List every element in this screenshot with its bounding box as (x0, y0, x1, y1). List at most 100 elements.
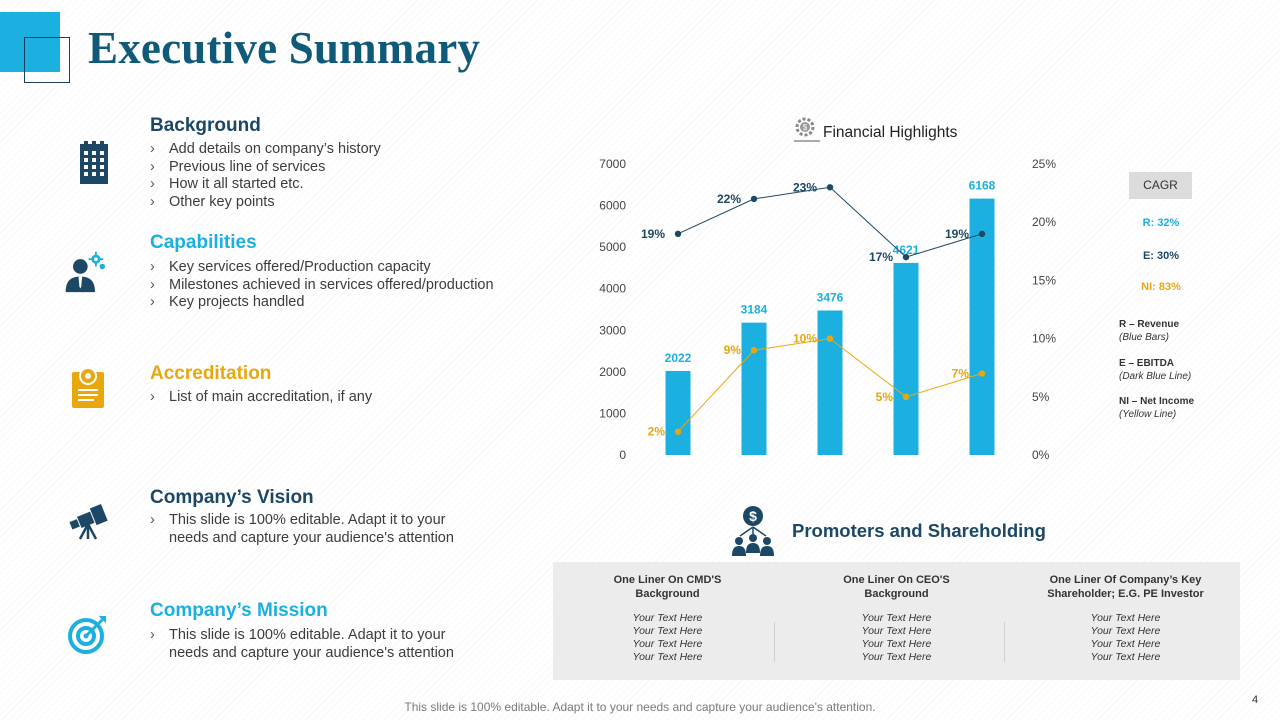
legend-label: R – Revenue (1119, 319, 1180, 330)
column-divider (774, 622, 775, 662)
revenue-bar (969, 198, 995, 455)
title-accent-square (0, 12, 60, 72)
text-line: Your Text Here (632, 651, 703, 663)
ebitda-data-label: 23% (793, 180, 817, 194)
cagr-ebitda: E: 30% (1142, 250, 1180, 262)
y-tick-label: 0 (619, 448, 626, 462)
certificate-icon (72, 367, 104, 408)
y-tick-label: 7000 (599, 157, 626, 171)
list-item: List of main accreditation, if any (150, 389, 372, 407)
text-line: Your Text Here (1090, 638, 1161, 650)
net-income-point (826, 335, 834, 342)
net-income-point (750, 347, 758, 354)
ebitda-point (978, 230, 986, 238)
y-tick-label: 1000 (599, 406, 626, 420)
text-line: Your Text Here (861, 612, 932, 624)
text-line: Your Text Here (1090, 625, 1161, 637)
revenue-data-label: 3184 (741, 303, 768, 317)
financial-highlights-title: Financial Highlights (823, 124, 958, 141)
title-accent-outline (24, 37, 70, 83)
svg-text:$: $ (803, 123, 808, 132)
y-tick-label: 6000 (599, 199, 626, 213)
column-lines: Your Text Here Your Text Here Your Text … (553, 612, 782, 664)
text-line: Your Text Here (861, 625, 932, 637)
text-line: Your Text Here (632, 638, 703, 650)
revenue-bar (817, 310, 843, 455)
ebitda-data-label: 19% (641, 227, 665, 241)
legend-note: (Yellow Line) (1119, 409, 1177, 420)
y2-tick-label: 25% (1032, 157, 1056, 171)
y2-tick-label: 5% (1032, 390, 1050, 404)
promoter-column-cmd: One Liner On CMD'S Background Your Text … (553, 562, 782, 664)
financial-chart: 0 1000 2000 3000 4000 5000 6000 7000 0% 5% 10% 15% 2… (599, 157, 1056, 462)
ebitda-point (674, 230, 682, 238)
text-line: Your Text Here (1090, 612, 1161, 624)
y2-tick-label: 10% (1032, 332, 1056, 346)
revenue-bar (665, 370, 691, 455)
background-list: Add details on company’s history Previou… (150, 141, 381, 211)
section-title-accreditation: Accreditation (150, 363, 272, 384)
list-item: Other key points (150, 194, 381, 212)
column-divider (1004, 622, 1005, 662)
column-heading: One Liner On CMD'S Background (613, 574, 722, 600)
legend-net-income: NI – Net Income (Yellow Line) (1119, 395, 1194, 421)
promoter-column-shareholder: One Liner Of Company’s Key Shareholder; … (1011, 562, 1240, 664)
business-person-gears-icon (65, 251, 106, 293)
legend-revenue: R – Revenue (Blue Bars) (1119, 318, 1179, 344)
capabilities-list: Key services offered/Production capacity… (150, 259, 494, 312)
section-title-vision: Company’s Vision (150, 487, 314, 508)
column-lines: Your Text Here Your Text Here Your Text … (782, 612, 1011, 664)
cagr-net-income: NI: 83% (1141, 281, 1181, 293)
net-income-data-label: 10% (793, 332, 817, 346)
ebitda-point (826, 184, 834, 191)
y2-tick-label: 0% (1032, 448, 1050, 462)
revenue-data-label: 6168 (969, 179, 996, 193)
legend-label: NI – Net Income (1119, 396, 1195, 407)
legend-label: E – EBITDA (1119, 358, 1175, 369)
accreditation-list: List of main accreditation, if any (150, 389, 372, 407)
revenue-data-label: 4621 (893, 243, 920, 257)
ebitda-data-label: 17% (869, 250, 893, 264)
y-tick-label: 4000 (599, 282, 626, 296)
net-income-data-label: 2% (648, 425, 666, 439)
money-gear-icon: $ (794, 117, 820, 142)
cagr-label: CAGR (1129, 172, 1192, 199)
page-title: Executive Summary (88, 23, 481, 73)
list-item: This slide is 100% editable. Adapt it to… (150, 627, 480, 662)
list-item: Add details on company’s history (150, 141, 381, 159)
cagr-revenue: R: 32% (1142, 217, 1180, 229)
list-item: Milestones achieved in services offered/… (150, 277, 494, 295)
y2-tick-label: 15% (1032, 273, 1056, 287)
net-income-data-label: 5% (876, 390, 894, 404)
text-line: Your Text Here (861, 638, 932, 650)
svg-text:$: $ (749, 508, 757, 524)
section-title-capabilities: Capabilities (150, 232, 257, 253)
text-line: Your Text Here (861, 651, 932, 663)
column-lines: Your Text Here Your Text Here Your Text … (1011, 612, 1240, 664)
list-item: Key services offered/Production capacity (150, 259, 494, 277)
ebitda-point (750, 195, 758, 203)
text-line: Your Text Here (1090, 651, 1161, 663)
net-income-point (902, 393, 910, 400)
target-icon (68, 616, 106, 654)
y-tick-label: 2000 (599, 365, 626, 379)
shareholders-dollar-icon: $ (732, 506, 774, 556)
y-tick-label: 3000 (599, 323, 626, 337)
promoters-table: One Liner On CMD'S Background Your Text … (553, 562, 1240, 680)
list-item: This slide is 100% editable. Adapt it to… (150, 512, 480, 547)
column-heading: One Liner Of Company’s Key Shareholder; … (1047, 574, 1204, 600)
list-item: Key projects handled (150, 294, 494, 312)
footer-note: This slide is 100% editable. Adapt it to… (404, 700, 876, 714)
text-line: Your Text Here (632, 612, 703, 624)
revenue-data-label: 3476 (817, 290, 844, 304)
list-item: Previous line of services (150, 159, 381, 177)
section-title-mission: Company’s Mission (150, 600, 328, 621)
column-heading: One Liner On CEO'S Background (843, 574, 950, 600)
list-item: How it all started etc. (150, 176, 381, 194)
revenue-data-label: 2022 (665, 351, 692, 365)
revenue-bar (893, 262, 919, 455)
legend-note: (Blue Bars) (1119, 332, 1170, 343)
ebitda-data-label: 22% (717, 192, 741, 206)
net-income-point (978, 370, 986, 377)
legend-ebitda: E – EBITDA (Dark Blue Line) (1119, 357, 1191, 383)
